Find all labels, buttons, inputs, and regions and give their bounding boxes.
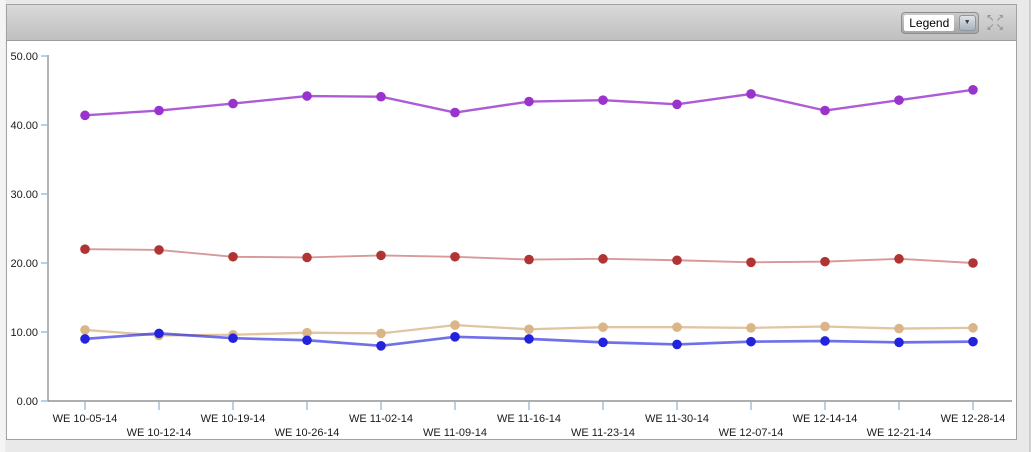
series-4-blue-point[interactable] xyxy=(228,333,238,344)
series-2-red-point[interactable] xyxy=(598,254,608,264)
series-4-blue-point[interactable] xyxy=(820,336,830,346)
series-2-red-point[interactable] xyxy=(376,250,386,261)
series-3-tan-point[interactable] xyxy=(302,327,312,338)
x-axis-label: WE 11-09-14 xyxy=(423,427,487,439)
series-1-purple-point[interactable] xyxy=(376,91,386,102)
x-axis-label: WE 11-23-14 xyxy=(571,427,635,439)
series-4-blue-point[interactable] xyxy=(154,328,164,339)
expand-icon-row-bottom: ↙↘ xyxy=(986,21,1005,33)
x-axis-label: WE 10-26-14 xyxy=(275,427,340,439)
series-4-blue-point[interactable] xyxy=(376,341,386,351)
series-4-blue-point[interactable] xyxy=(524,334,534,344)
x-axis-label: WE 12-21-14 xyxy=(867,427,932,439)
chart-svg: 0.00 10.00 20.00 30.00 40.00 50.00 WE 10-05-14… xyxy=(10,51,1012,439)
series-1-purple-point[interactable] xyxy=(228,98,238,109)
y-axis-label: 20.00 xyxy=(10,258,38,270)
series-4-blue-point[interactable] xyxy=(894,337,904,348)
series-2-red-point[interactable] xyxy=(154,245,164,255)
axis-line xyxy=(47,55,1012,402)
series-3-tan-point[interactable] xyxy=(524,324,534,335)
y-axis-label: 10.00 xyxy=(10,327,38,339)
series-1-purple-point[interactable] xyxy=(302,91,312,101)
x-axis-label: WE 11-02-14 xyxy=(349,413,413,425)
series-2-red-point[interactable] xyxy=(894,254,904,264)
series-1-purple-point[interactable] xyxy=(598,95,608,105)
series-4-blue-point[interactable] xyxy=(450,332,460,342)
x-axis-label: WE 11-16-14 xyxy=(497,413,561,425)
series-1-purple-point[interactable] xyxy=(820,105,830,116)
chart-toolbar: Legend ▼ ↖↗ ↙↘ xyxy=(7,5,1016,41)
series-1-purple-point[interactable] xyxy=(672,99,682,110)
x-axis-label: WE 12-14-14 xyxy=(793,413,858,425)
y-axis-label: 40.00 xyxy=(10,120,38,132)
series-2-red-point[interactable] xyxy=(228,251,238,262)
series-3-tan-point[interactable] xyxy=(820,321,830,332)
series-4-blue-point[interactable] xyxy=(80,334,90,344)
x-axis-label: WE 10-05-14 xyxy=(53,413,118,425)
line-chart: 0.00 10.00 20.00 30.00 40.00 50.00 WE 10-05-14… xyxy=(7,41,1016,439)
y-axis-label: 50.00 xyxy=(10,51,38,63)
series-3-tan-point[interactable] xyxy=(746,323,756,333)
series-1-purple-point[interactable] xyxy=(80,110,90,121)
series-3-tan-point[interactable] xyxy=(376,328,386,339)
series-4-blue-point[interactable] xyxy=(746,336,756,347)
series-2-red-point[interactable] xyxy=(746,257,756,268)
series-3-tan-point[interactable] xyxy=(968,323,978,333)
series-4-blue-point[interactable] xyxy=(672,339,682,350)
series-1-purple-point[interactable] xyxy=(968,85,978,95)
series-2-red-point[interactable] xyxy=(524,254,534,265)
series-3-tan-point[interactable] xyxy=(672,322,682,332)
series-1-purple-point[interactable] xyxy=(524,96,534,107)
expand-icon-row-top: ↖↗ xyxy=(986,12,1005,24)
series-3-tan-point[interactable] xyxy=(450,320,460,330)
series-1-purple-point[interactable] xyxy=(746,89,756,99)
series-4-blue-point[interactable] xyxy=(598,337,608,348)
series-2-red-point[interactable] xyxy=(672,255,682,266)
legend-dropdown-button[interactable]: ▼ xyxy=(956,13,978,33)
x-axis-label: WE 11-30-14 xyxy=(645,413,709,425)
series-1-purple-point[interactable] xyxy=(894,95,904,105)
y-axis-label: 0.00 xyxy=(17,396,38,408)
series-1-purple-point[interactable] xyxy=(154,105,164,116)
series-2-red-point[interactable] xyxy=(968,258,978,268)
series-3-tan-point[interactable] xyxy=(598,322,608,332)
series-4-blue-point[interactable] xyxy=(968,336,978,347)
x-axis-label: WE 12-28-14 xyxy=(941,413,1006,425)
series-2-red-point[interactable] xyxy=(820,256,830,267)
series-3-tan-point[interactable] xyxy=(80,325,90,335)
series-3-tan-point[interactable] xyxy=(894,323,904,334)
series-4-blue-point[interactable] xyxy=(302,335,312,346)
series-2-red-point[interactable] xyxy=(80,244,90,254)
series-1-purple-point[interactable] xyxy=(450,107,460,118)
x-axis-label: WE 10-12-14 xyxy=(127,427,192,439)
chart-widget: Legend ▼ ↖↗ ↙↘ 0.00 10.00 20.00 30.00 40.00 5… xyxy=(6,4,1017,440)
chevron-down-icon: ▼ xyxy=(958,14,976,31)
series-2-red-point[interactable] xyxy=(450,251,460,262)
series-2-red-point[interactable] xyxy=(302,252,312,263)
x-axis-label: WE 12-07-14 xyxy=(719,427,784,439)
expand-icon[interactable]: ↖↗ ↙↘ xyxy=(986,12,1005,33)
y-axis-label: 30.00 xyxy=(10,189,38,201)
legend-dropdown[interactable]: Legend ▼ xyxy=(901,11,980,34)
x-axis-label: WE 10-19-14 xyxy=(201,413,266,425)
legend-dropdown-value[interactable]: Legend xyxy=(904,14,955,31)
